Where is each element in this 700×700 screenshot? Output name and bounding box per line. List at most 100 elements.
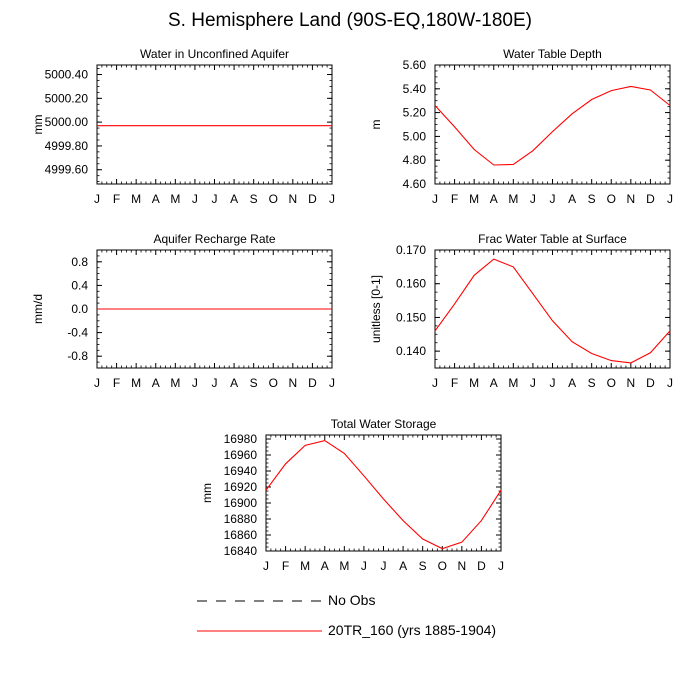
y-tick-label: 0.150 — [396, 310, 426, 324]
y-tick-label: 0.170 — [396, 243, 426, 257]
x-tick-label: J — [381, 559, 387, 573]
x-tick-label: N — [288, 192, 297, 206]
y-tick-label: 4.80 — [403, 153, 427, 167]
x-tick-label: O — [269, 192, 278, 206]
y-tick-label: 5000.40 — [45, 68, 89, 82]
x-tick-label: M — [469, 192, 479, 206]
y-tick-label: 0.160 — [396, 277, 426, 291]
y-tick-label: 5.40 — [403, 82, 427, 96]
x-tick-label: A — [568, 376, 576, 390]
figure-title: S. Hemisphere Land (90S-EQ,180W-180E) — [168, 10, 532, 31]
x-tick-label: J — [329, 192, 335, 206]
plot-frame — [265, 434, 502, 552]
x-tick-label: J — [361, 559, 367, 573]
y-axis-label: mm/d — [31, 294, 45, 324]
y-tick-label: 4.60 — [403, 177, 427, 191]
x-tick-label: A — [152, 192, 160, 206]
y-tick-label: 5000.00 — [45, 115, 89, 129]
x-tick-label: O — [269, 376, 278, 390]
x-tick-label: M — [339, 559, 349, 573]
legend — [197, 600, 322, 632]
legend-label-model: 20TR_160 (yrs 1885-1904) — [328, 622, 497, 638]
x-tick-label: J — [212, 192, 218, 206]
y-tick-label: 4999.60 — [45, 163, 89, 177]
x-tick-label: N — [457, 559, 466, 573]
panel-title: Water Table Depth — [503, 47, 602, 61]
x-tick-label: F — [282, 559, 289, 573]
x-tick-label: S — [250, 192, 258, 206]
x-tick-label: J — [432, 376, 438, 390]
x-tick-label: D — [646, 192, 655, 206]
y-axis-label: mm — [31, 115, 45, 135]
x-tick-label: M — [131, 376, 141, 390]
plot-frame — [434, 64, 671, 185]
x-tick-label: D — [646, 376, 655, 390]
y-tick-label: 16920 — [224, 480, 258, 494]
x-tick-label: J — [550, 192, 556, 206]
x-tick-label: J — [530, 192, 536, 206]
y-tick-label: 0.0 — [71, 302, 88, 316]
y-tick-label: 16860 — [224, 528, 258, 542]
legend-label-no-obs: No Obs — [328, 592, 376, 608]
y-axis-label: mm — [200, 483, 214, 503]
x-tick-label: O — [438, 559, 447, 573]
panel-frac-water-table-at-surface: Frac Water Table at Surface unitless [0-1… — [369, 232, 673, 390]
x-tick-label: A — [230, 192, 238, 206]
series-line — [434, 85, 671, 166]
x-tick-label: M — [300, 559, 310, 573]
x-tick-label: D — [477, 559, 486, 573]
x-tick-label: M — [508, 376, 518, 390]
x-tick-label: N — [288, 376, 297, 390]
x-tick-label: N — [626, 192, 635, 206]
x-tick-label: J — [192, 192, 198, 206]
x-tick-label: J — [329, 376, 335, 390]
y-tick-label: 5.20 — [403, 106, 427, 120]
y-tick-label: 16940 — [224, 464, 258, 478]
plot-frame — [96, 64, 333, 185]
series-line — [434, 258, 671, 364]
y-tick-label: 5000.20 — [45, 91, 89, 105]
x-tick-label: F — [451, 376, 458, 390]
series-line — [265, 440, 502, 550]
panel-title: Water in Unconfined Aquifer — [140, 47, 289, 61]
x-tick-label: S — [250, 376, 258, 390]
y-tick-label: 0.4 — [71, 278, 88, 292]
x-tick-label: J — [498, 559, 504, 573]
x-tick-label: A — [568, 192, 576, 206]
y-tick-label: 0.140 — [396, 344, 426, 358]
x-tick-label: M — [131, 192, 141, 206]
y-tick-label: 0.8 — [71, 255, 88, 269]
y-axis-label: m — [369, 120, 383, 130]
x-tick-label: J — [94, 376, 100, 390]
panel-title: Total Water Storage — [331, 417, 437, 431]
x-tick-label: M — [469, 376, 479, 390]
x-tick-label: J — [263, 559, 269, 573]
x-tick-label: M — [170, 376, 180, 390]
y-tick-label: -0.8 — [67, 349, 88, 363]
y-axis-label: unitless [0-1] — [369, 275, 383, 343]
x-tick-label: M — [170, 192, 180, 206]
panel-title: Aquifer Recharge Rate — [153, 232, 275, 246]
x-tick-label: A — [321, 559, 329, 573]
y-tick-label: 5.60 — [403, 58, 427, 72]
x-tick-label: O — [607, 192, 616, 206]
y-tick-label: -0.4 — [67, 326, 88, 340]
x-tick-label: J — [530, 376, 536, 390]
x-tick-label: A — [490, 192, 498, 206]
x-tick-label: J — [212, 376, 218, 390]
x-tick-label: J — [667, 192, 673, 206]
x-tick-label: J — [192, 376, 198, 390]
y-tick-label: 16900 — [224, 496, 258, 510]
x-tick-label: S — [588, 192, 596, 206]
x-tick-label: A — [230, 376, 238, 390]
x-tick-label: D — [308, 192, 317, 206]
x-tick-label: F — [113, 376, 120, 390]
x-tick-label: F — [113, 192, 120, 206]
x-tick-label: J — [432, 192, 438, 206]
x-tick-label: A — [399, 559, 407, 573]
x-tick-label: A — [490, 376, 498, 390]
